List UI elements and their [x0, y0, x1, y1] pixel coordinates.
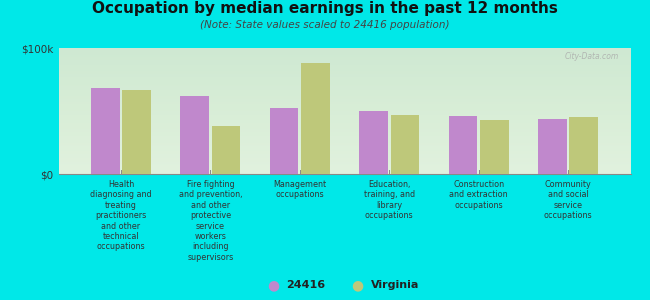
Text: City-Data.com: City-Data.com	[565, 52, 619, 61]
Text: Virginia: Virginia	[370, 280, 419, 290]
Bar	[569, 117, 598, 174]
Bar	[538, 118, 567, 174]
Bar	[181, 96, 209, 174]
Bar	[480, 120, 508, 174]
Bar	[391, 115, 419, 174]
Text: Health
diagnosing and
treating
practitioners
and other
technical
occupations: Health diagnosing and treating practitio…	[90, 180, 152, 251]
Text: (Note: State values scaled to 24416 population): (Note: State values scaled to 24416 popu…	[200, 20, 450, 29]
Text: Occupation by median earnings in the past 12 months: Occupation by median earnings in the pas…	[92, 2, 558, 16]
Text: ●: ●	[352, 278, 363, 292]
Text: Education,
training, and
library
occupations: Education, training, and library occupat…	[363, 180, 415, 220]
Text: Community
and social
service
occupations: Community and social service occupations	[543, 180, 592, 220]
Bar	[212, 126, 240, 174]
Text: Management
occupations: Management occupations	[273, 180, 326, 200]
Bar	[359, 111, 388, 174]
Text: Construction
and extraction
occupations: Construction and extraction occupations	[449, 180, 508, 210]
Text: 24416: 24416	[286, 280, 325, 290]
Bar	[301, 63, 330, 174]
Text: ●: ●	[267, 278, 279, 292]
Bar	[122, 90, 151, 174]
Bar	[448, 116, 477, 174]
Bar	[91, 88, 120, 174]
Text: Fire fighting
and prevention,
and other
protective
service
workers
including
sup: Fire fighting and prevention, and other …	[179, 180, 242, 262]
Bar	[270, 109, 298, 174]
